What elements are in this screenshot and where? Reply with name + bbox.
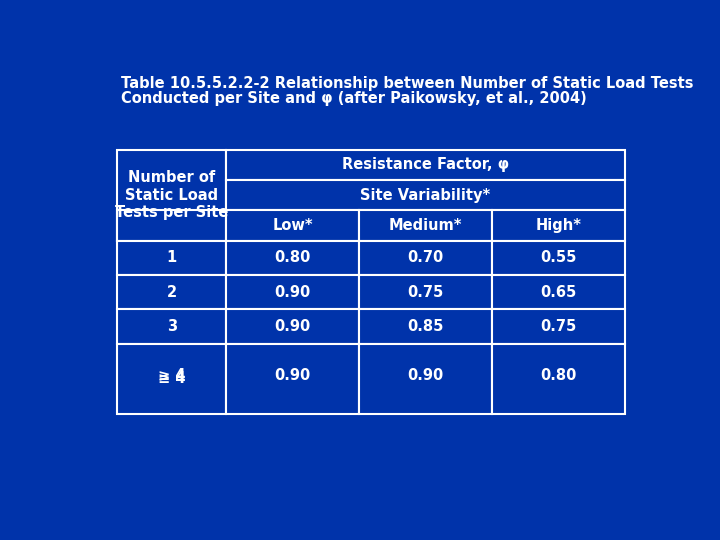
Bar <box>226 275 359 309</box>
Bar <box>117 150 226 241</box>
Text: ≥ 4: ≥ 4 <box>158 371 186 386</box>
Text: Low*: Low* <box>272 218 313 233</box>
Text: 0.85: 0.85 <box>408 319 444 334</box>
Text: 0.90: 0.90 <box>274 285 311 300</box>
Text: Site Variability*: Site Variability* <box>361 187 490 202</box>
Bar <box>492 241 625 275</box>
Bar <box>492 343 625 414</box>
Text: 0.75: 0.75 <box>408 285 444 300</box>
Bar <box>117 309 226 343</box>
Text: 1: 1 <box>166 250 177 265</box>
Bar <box>492 309 625 343</box>
Text: Medium*: Medium* <box>389 218 462 233</box>
Text: 3: 3 <box>166 319 176 334</box>
Text: 0.65: 0.65 <box>540 285 577 300</box>
Text: Table 10.5.5.2.2-2 Relationship between Number of Static Load Tests: Table 10.5.5.2.2-2 Relationship between … <box>121 76 693 91</box>
Bar <box>117 275 226 309</box>
Text: 2: 2 <box>166 285 176 300</box>
Bar <box>117 343 226 414</box>
Text: 0.90: 0.90 <box>274 319 311 334</box>
Text: High*: High* <box>536 218 581 233</box>
Bar <box>359 343 492 414</box>
Bar <box>359 275 492 309</box>
Bar <box>226 241 359 275</box>
Bar <box>359 309 492 343</box>
Text: ≥ 4: ≥ 4 <box>158 368 186 383</box>
Text: 0.75: 0.75 <box>540 319 577 334</box>
Bar <box>226 210 359 241</box>
Text: 0.90: 0.90 <box>274 368 311 383</box>
Bar <box>492 210 625 241</box>
Text: 0.90: 0.90 <box>408 368 444 383</box>
Bar <box>117 210 226 241</box>
Bar <box>226 150 625 180</box>
Text: 0.70: 0.70 <box>408 250 444 265</box>
Text: 0.80: 0.80 <box>274 250 311 265</box>
Text: Number of
Static Load
Tests per Site: Number of Static Load Tests per Site <box>115 170 228 220</box>
Bar <box>359 241 492 275</box>
Bar <box>226 180 625 210</box>
Bar <box>226 343 359 414</box>
Bar <box>492 275 625 309</box>
Bar <box>359 210 492 241</box>
Text: 0.55: 0.55 <box>540 250 577 265</box>
Text: Resistance Factor, φ: Resistance Factor, φ <box>342 157 509 172</box>
Text: 0.80: 0.80 <box>540 368 577 383</box>
Text: Conducted per Site and φ (after Paikowsky, et al., 2004): Conducted per Site and φ (after Paikowsk… <box>121 91 587 106</box>
Bar <box>117 241 226 275</box>
Bar <box>226 309 359 343</box>
